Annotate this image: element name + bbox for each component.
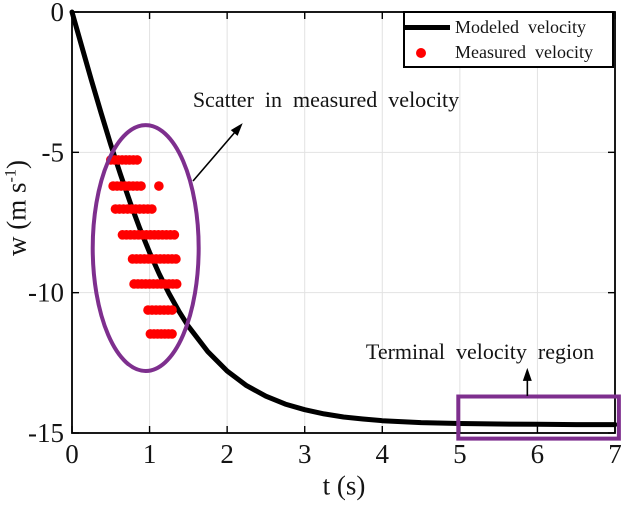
modeled-velocity-curve (69, 9, 618, 428)
measured-velocity-dot (167, 305, 177, 315)
scatter-annotation-arrow-line (192, 129, 238, 182)
annotation-scatter-text: Scatter in measured velocity (192, 87, 460, 112)
x-tick-label: 2 (220, 439, 234, 469)
measured-velocity-dot (154, 181, 164, 191)
legend: Modeled velocity Measured velocity (403, 11, 614, 68)
measured-velocity-dot (169, 230, 180, 240)
legend-label-modeled: Modeled velocity (455, 17, 586, 37)
measured-dot-swatch (416, 47, 426, 58)
measured-velocity-dot (167, 329, 177, 339)
x-tick-label: 7 (608, 439, 622, 469)
legend-swatch-area (405, 25, 452, 30)
x-tick-label: 3 (298, 439, 312, 469)
y-tick-label: 0 (51, 0, 65, 27)
axes-box (71, 11, 616, 434)
scatter-highlight-ellipse (90, 123, 201, 373)
legend-item-measured: Measured velocity (405, 40, 612, 65)
y-tick-label: -10 (28, 278, 64, 308)
annotation-terminal-text: Terminal velocity region (365, 339, 595, 364)
measured-velocity-dot (136, 181, 146, 191)
y-axis-label-text: w (m s (1, 182, 32, 256)
x-tick-label: 6 (531, 439, 545, 469)
legend-label-measured: Measured velocity (455, 42, 593, 62)
modeled-line-swatch (405, 25, 450, 30)
x-tick-label: 5 (453, 439, 467, 469)
terminal-region-rectangle (456, 394, 621, 441)
measured-velocity-dot (171, 279, 182, 289)
legend-swatch-area (405, 47, 452, 58)
y-axis-label-superscript: -1 (1, 169, 20, 183)
x-axis-label: t (s) (322, 470, 366, 501)
x-tick-label: 1 (143, 439, 157, 469)
y-tick-label: -5 (42, 137, 65, 167)
terminal-annotation-arrow-head (522, 367, 532, 381)
x-tick-label: 4 (376, 439, 390, 469)
y-axis-label-close: ) (1, 160, 32, 170)
x-tick-label: 0 (65, 439, 79, 469)
measured-velocity-dot (171, 254, 181, 264)
y-axis-label: w (m s-1) (2, 160, 33, 256)
measured-velocity-dot (147, 204, 157, 214)
measured-velocity-dot (132, 155, 142, 165)
y-tick-label: -15 (28, 418, 64, 448)
legend-item-modeled: Modeled velocity (405, 15, 612, 40)
scatter-annotation-arrow-head (230, 123, 243, 136)
